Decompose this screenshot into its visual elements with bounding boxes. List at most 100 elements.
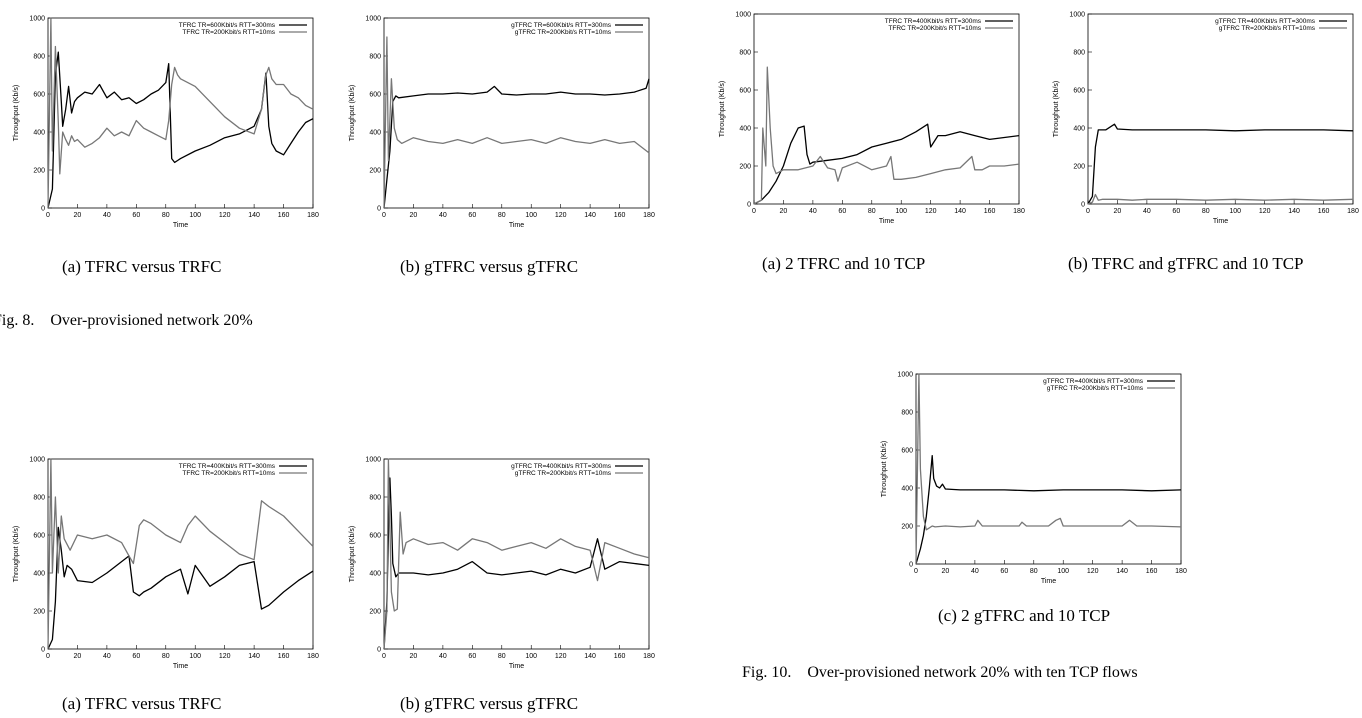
series-line-1 xyxy=(47,526,314,650)
x-tick-label: 0 xyxy=(1086,208,1090,215)
x-tick-label: 140 xyxy=(248,653,260,660)
y-tick-label: 600 xyxy=(369,92,381,99)
y-tick-label: 200 xyxy=(1073,164,1085,171)
x-tick-label: 80 xyxy=(162,212,170,219)
series-line-1 xyxy=(753,123,1020,205)
plot-frame xyxy=(915,373,1182,565)
y-tick-label: 400 xyxy=(369,130,381,137)
x-tick-label: 60 xyxy=(468,653,476,660)
x-axis-label: Time xyxy=(509,663,524,670)
legend-label-2: gTFRC TR=200Kbit/s RTT=10ms xyxy=(1047,385,1144,392)
figure-text-10: Over-provisioned network 20% with ten TC… xyxy=(807,664,1138,681)
x-tick-label: 20 xyxy=(410,653,418,660)
y-tick-label: 1000 xyxy=(365,16,381,23)
y-tick-label: 0 xyxy=(41,206,45,213)
x-tick-label: 40 xyxy=(809,208,817,215)
caption-fig10a: (a) 2 TFRC and 10 TCP xyxy=(762,254,926,273)
x-tick-label: 0 xyxy=(46,653,50,660)
x-tick-label: 80 xyxy=(1030,568,1038,575)
y-tick-label: 200 xyxy=(369,168,381,175)
x-tick-label: 160 xyxy=(1318,208,1330,215)
legend-label-2: TFRC TR=200Kbit/s RTT=10ms xyxy=(888,25,981,32)
y-tick-label: 400 xyxy=(369,571,381,578)
y-tick-label: 200 xyxy=(369,609,381,616)
x-tick-label: 100 xyxy=(189,212,201,219)
series-line-1 xyxy=(1087,123,1354,205)
series-line-2 xyxy=(47,17,314,209)
y-tick-label: 1000 xyxy=(1069,12,1085,19)
figure-label-10: Fig. 10. xyxy=(742,664,792,681)
x-tick-label: 180 xyxy=(1175,568,1187,575)
legend-label-1: gTFRC TR=600Kbit/s RTT=300ms xyxy=(511,22,612,29)
x-axis-label: Time xyxy=(1041,578,1056,585)
x-tick-label: 0 xyxy=(46,212,50,219)
y-axis-label: Throughput (Kb/s) xyxy=(719,81,726,137)
y-axis-label: Throughput (Kb/s) xyxy=(881,441,888,497)
x-tick-label: 180 xyxy=(1347,208,1359,215)
y-tick-label: 800 xyxy=(33,495,45,502)
x-tick-label: 160 xyxy=(614,653,626,660)
series-line-1 xyxy=(383,477,650,650)
x-tick-label: 180 xyxy=(643,653,655,660)
legend-label-1: TFRC TR=400Kbit/s RTT=300ms xyxy=(885,18,982,25)
x-tick-label: 100 xyxy=(525,212,537,219)
x-axis-label: Time xyxy=(173,222,188,229)
legend-label-2: gTFRC TR=200Kbit/s RTT=10ms xyxy=(1219,25,1316,32)
x-tick-label: 140 xyxy=(248,212,260,219)
x-tick-label: 80 xyxy=(498,653,506,660)
plot-frame xyxy=(1087,13,1354,205)
caption-fig8a: (a) TFRC versus TRFC xyxy=(62,257,222,276)
y-axis-label: Throughput (Kb/s) xyxy=(349,526,356,582)
x-tick-label: 80 xyxy=(162,653,170,660)
x-tick-label: 180 xyxy=(307,212,319,219)
x-tick-label: 160 xyxy=(984,208,996,215)
series-line-2 xyxy=(915,373,1182,565)
y-tick-label: 800 xyxy=(33,54,45,61)
x-axis-label: Time xyxy=(173,663,188,670)
caption-fig9a: (a) TFRC versus TRFC xyxy=(62,694,222,713)
figure-text-8: Over-provisioned network 20% xyxy=(50,312,253,329)
x-tick-label: 20 xyxy=(1114,208,1122,215)
x-tick-label: 0 xyxy=(382,212,386,219)
x-tick-label: 100 xyxy=(525,653,537,660)
x-axis-label: Time xyxy=(509,222,524,229)
series-line-2 xyxy=(383,458,650,650)
x-tick-label: 80 xyxy=(498,212,506,219)
y-axis-label: Throughput (Kb/s) xyxy=(13,526,20,582)
x-tick-label: 140 xyxy=(1288,208,1300,215)
chart-fig8b: 0 20 40 60 80 100 120 140 160 180 0 200 400 600 800 100… xyxy=(336,6,666,236)
x-tick-label: 40 xyxy=(439,653,447,660)
x-tick-label: 100 xyxy=(189,653,201,660)
y-tick-label: 600 xyxy=(369,533,381,540)
legend-label-2: TFRC TR=200Kbit/s RTT=10ms xyxy=(182,470,275,477)
y-tick-label: 0 xyxy=(1081,202,1085,209)
x-tick-label: 160 xyxy=(1146,568,1158,575)
x-tick-label: 20 xyxy=(74,653,82,660)
y-tick-label: 200 xyxy=(901,524,913,531)
x-tick-label: 120 xyxy=(1087,568,1099,575)
x-axis-label: Time xyxy=(1213,218,1228,225)
x-tick-label: 140 xyxy=(584,653,596,660)
y-tick-label: 200 xyxy=(33,609,45,616)
y-tick-label: 200 xyxy=(739,164,751,171)
x-tick-label: 120 xyxy=(1259,208,1271,215)
legend-label-2: gTFRC TR=200Kbit/s RTT=10ms xyxy=(515,470,612,477)
x-tick-label: 0 xyxy=(914,568,918,575)
x-tick-label: 60 xyxy=(1000,568,1008,575)
y-tick-label: 800 xyxy=(739,50,751,57)
y-tick-label: 600 xyxy=(901,448,913,455)
series-line-2 xyxy=(47,458,314,650)
legend-label-1: gTFRC TR=400Kbit/s RTT=300ms xyxy=(1215,18,1316,25)
x-tick-label: 40 xyxy=(439,212,447,219)
caption-fig10c: (c) 2 gTFRC and 10 TCP xyxy=(938,606,1111,625)
legend-label-1: TFRC TR=600Kbit/s RTT=300ms xyxy=(179,22,276,29)
y-tick-label: 800 xyxy=(1073,50,1085,57)
x-tick-label: 140 xyxy=(584,212,596,219)
series-line-2 xyxy=(383,36,650,209)
figure-label-8: Fig. 8. xyxy=(0,312,35,329)
y-tick-label: 800 xyxy=(901,410,913,417)
y-tick-label: 400 xyxy=(33,130,45,137)
series-line-2 xyxy=(753,66,1020,205)
x-tick-label: 60 xyxy=(838,208,846,215)
y-axis-label: Throughput (Kb/s) xyxy=(1053,81,1060,137)
